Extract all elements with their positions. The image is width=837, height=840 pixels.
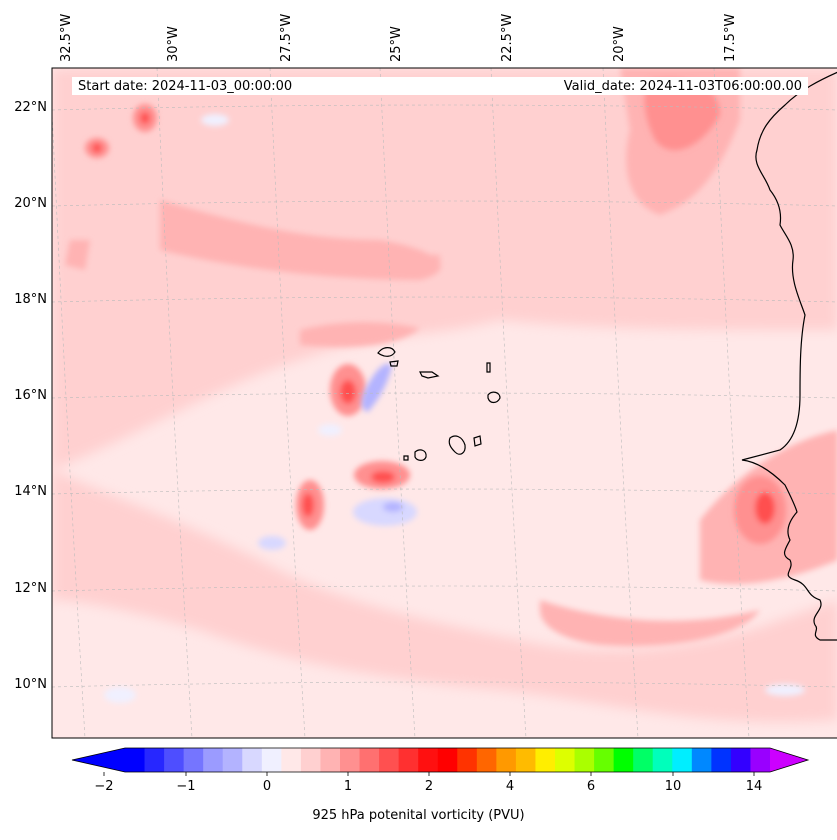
lon-tick-label: 32.5°W xyxy=(59,14,74,62)
map-frame xyxy=(51,67,837,739)
colorbar-outline xyxy=(71,747,810,773)
island-sal xyxy=(486,362,491,373)
colorbar-cell xyxy=(261,748,282,772)
pv-band-high xyxy=(85,78,786,544)
start-date-label: Start date: 2024-11-03_00:00:00 xyxy=(78,78,293,94)
colorbar-tick-label: 0 xyxy=(263,779,271,794)
colorbar-cell xyxy=(183,748,204,772)
colorbar-cell xyxy=(555,748,576,772)
colorbar-cell xyxy=(379,748,400,772)
colorbar-tick-label: 1 xyxy=(344,779,352,794)
colorbar-cell xyxy=(691,748,712,772)
lon-tick-label: 20°W xyxy=(612,26,627,62)
colorbar-cell xyxy=(672,748,693,772)
colorbar-cell xyxy=(496,748,517,772)
colorbar xyxy=(71,747,810,773)
colorbar-cell xyxy=(730,748,751,772)
colorbar-tick-label: 6 xyxy=(587,779,595,794)
valid-date-label: Valid_date: 2024-11-03T06:00:00.00 xyxy=(563,78,802,94)
lat-tick-label: 12°N xyxy=(14,581,47,596)
lat-tick-label: 18°N xyxy=(14,292,47,307)
parallel-line xyxy=(52,200,837,207)
colorbar-cell xyxy=(359,748,380,772)
colorbar-tick-label: −1 xyxy=(176,779,195,794)
colorbar-cell xyxy=(418,748,439,772)
colorbar-tick-label: 10 xyxy=(665,779,682,794)
latitude-labels: 22°N 20°N 18°N 16°N 14°N 12°N 10°N xyxy=(14,100,47,692)
colorbar-title: 925 hPa potenital vorticity (PVU) xyxy=(312,808,525,823)
colorbar-cell xyxy=(144,748,165,772)
island-maio xyxy=(473,435,482,447)
colorbar-cell xyxy=(476,748,497,772)
colorbar-cell xyxy=(203,748,224,772)
island-boa-vista xyxy=(487,391,501,404)
longitude-labels: 32.5°W 30°W 27.5°W 25°W 22.5°W 20°W 17.5°W xyxy=(59,14,738,62)
lat-tick-label: 10°N xyxy=(14,677,47,692)
island-sao-nicolau xyxy=(419,371,440,379)
colorbar-cell xyxy=(711,748,732,772)
colorbar-over-arrow xyxy=(770,748,808,772)
island-sao-vicente xyxy=(389,360,399,367)
colorbar-cell xyxy=(594,748,615,772)
colorbar-cell xyxy=(535,748,556,772)
island-santiago xyxy=(448,435,466,455)
colorbar-cell xyxy=(242,748,263,772)
colorbar-cell xyxy=(437,748,458,772)
lat-tick-label: 22°N xyxy=(14,100,47,115)
lon-tick-label: 25°W xyxy=(389,26,404,62)
colorbar-cell xyxy=(125,748,146,772)
lon-tick-label: 17.5°W xyxy=(723,14,738,62)
parallel-line xyxy=(52,585,837,592)
island-santo-antao xyxy=(377,347,396,357)
parallel-line xyxy=(52,296,837,303)
parallel-line xyxy=(52,681,837,688)
colorbar-cell xyxy=(222,748,243,772)
colorbar-cell xyxy=(652,748,673,772)
colorbar-cell xyxy=(300,748,321,772)
colorbar-tick-label: 4 xyxy=(506,779,514,794)
colorbar-cell xyxy=(613,748,634,772)
colorbar-under-arrow xyxy=(72,748,125,772)
colorbar-cell xyxy=(164,748,185,772)
island-brava xyxy=(403,455,409,461)
lon-tick-label: 22.5°W xyxy=(500,14,515,62)
parallel-line xyxy=(52,488,837,495)
lat-tick-label: 16°N xyxy=(14,388,47,403)
lon-tick-label: 27.5°W xyxy=(279,14,294,62)
gridlines xyxy=(52,68,837,738)
colorbar-cell xyxy=(320,748,341,772)
date-header: Start date: 2024-11-03_00:00:00 Valid_da… xyxy=(72,77,808,95)
colorbar-cell xyxy=(457,748,478,772)
colorbar-cell xyxy=(750,748,771,772)
coastlines xyxy=(377,71,837,641)
colorbar-tick-label: −2 xyxy=(94,779,113,794)
colorbar-cell xyxy=(633,748,654,772)
lat-tick-label: 14°N xyxy=(14,484,47,499)
parallel-line xyxy=(52,104,837,111)
colorbar-cell xyxy=(515,748,536,772)
pv-negative xyxy=(104,114,805,703)
colorbar-cell xyxy=(574,748,595,772)
parallel-line xyxy=(52,392,837,399)
colorbar-cell xyxy=(281,748,302,772)
island-fogo xyxy=(414,449,427,461)
lat-tick-label: 20°N xyxy=(14,196,47,211)
lon-tick-label: 30°W xyxy=(166,26,181,62)
pv-field xyxy=(52,68,837,738)
colorbar-cell xyxy=(398,748,419,772)
colorbar-tick-label: 2 xyxy=(425,779,433,794)
colorbar-ticks: −2 −1 0 1 2 4 6 10 14 xyxy=(94,772,762,794)
colorbar-tick-label: 14 xyxy=(746,779,763,794)
african-coastline xyxy=(741,71,837,641)
colorbar-cell xyxy=(340,748,361,772)
